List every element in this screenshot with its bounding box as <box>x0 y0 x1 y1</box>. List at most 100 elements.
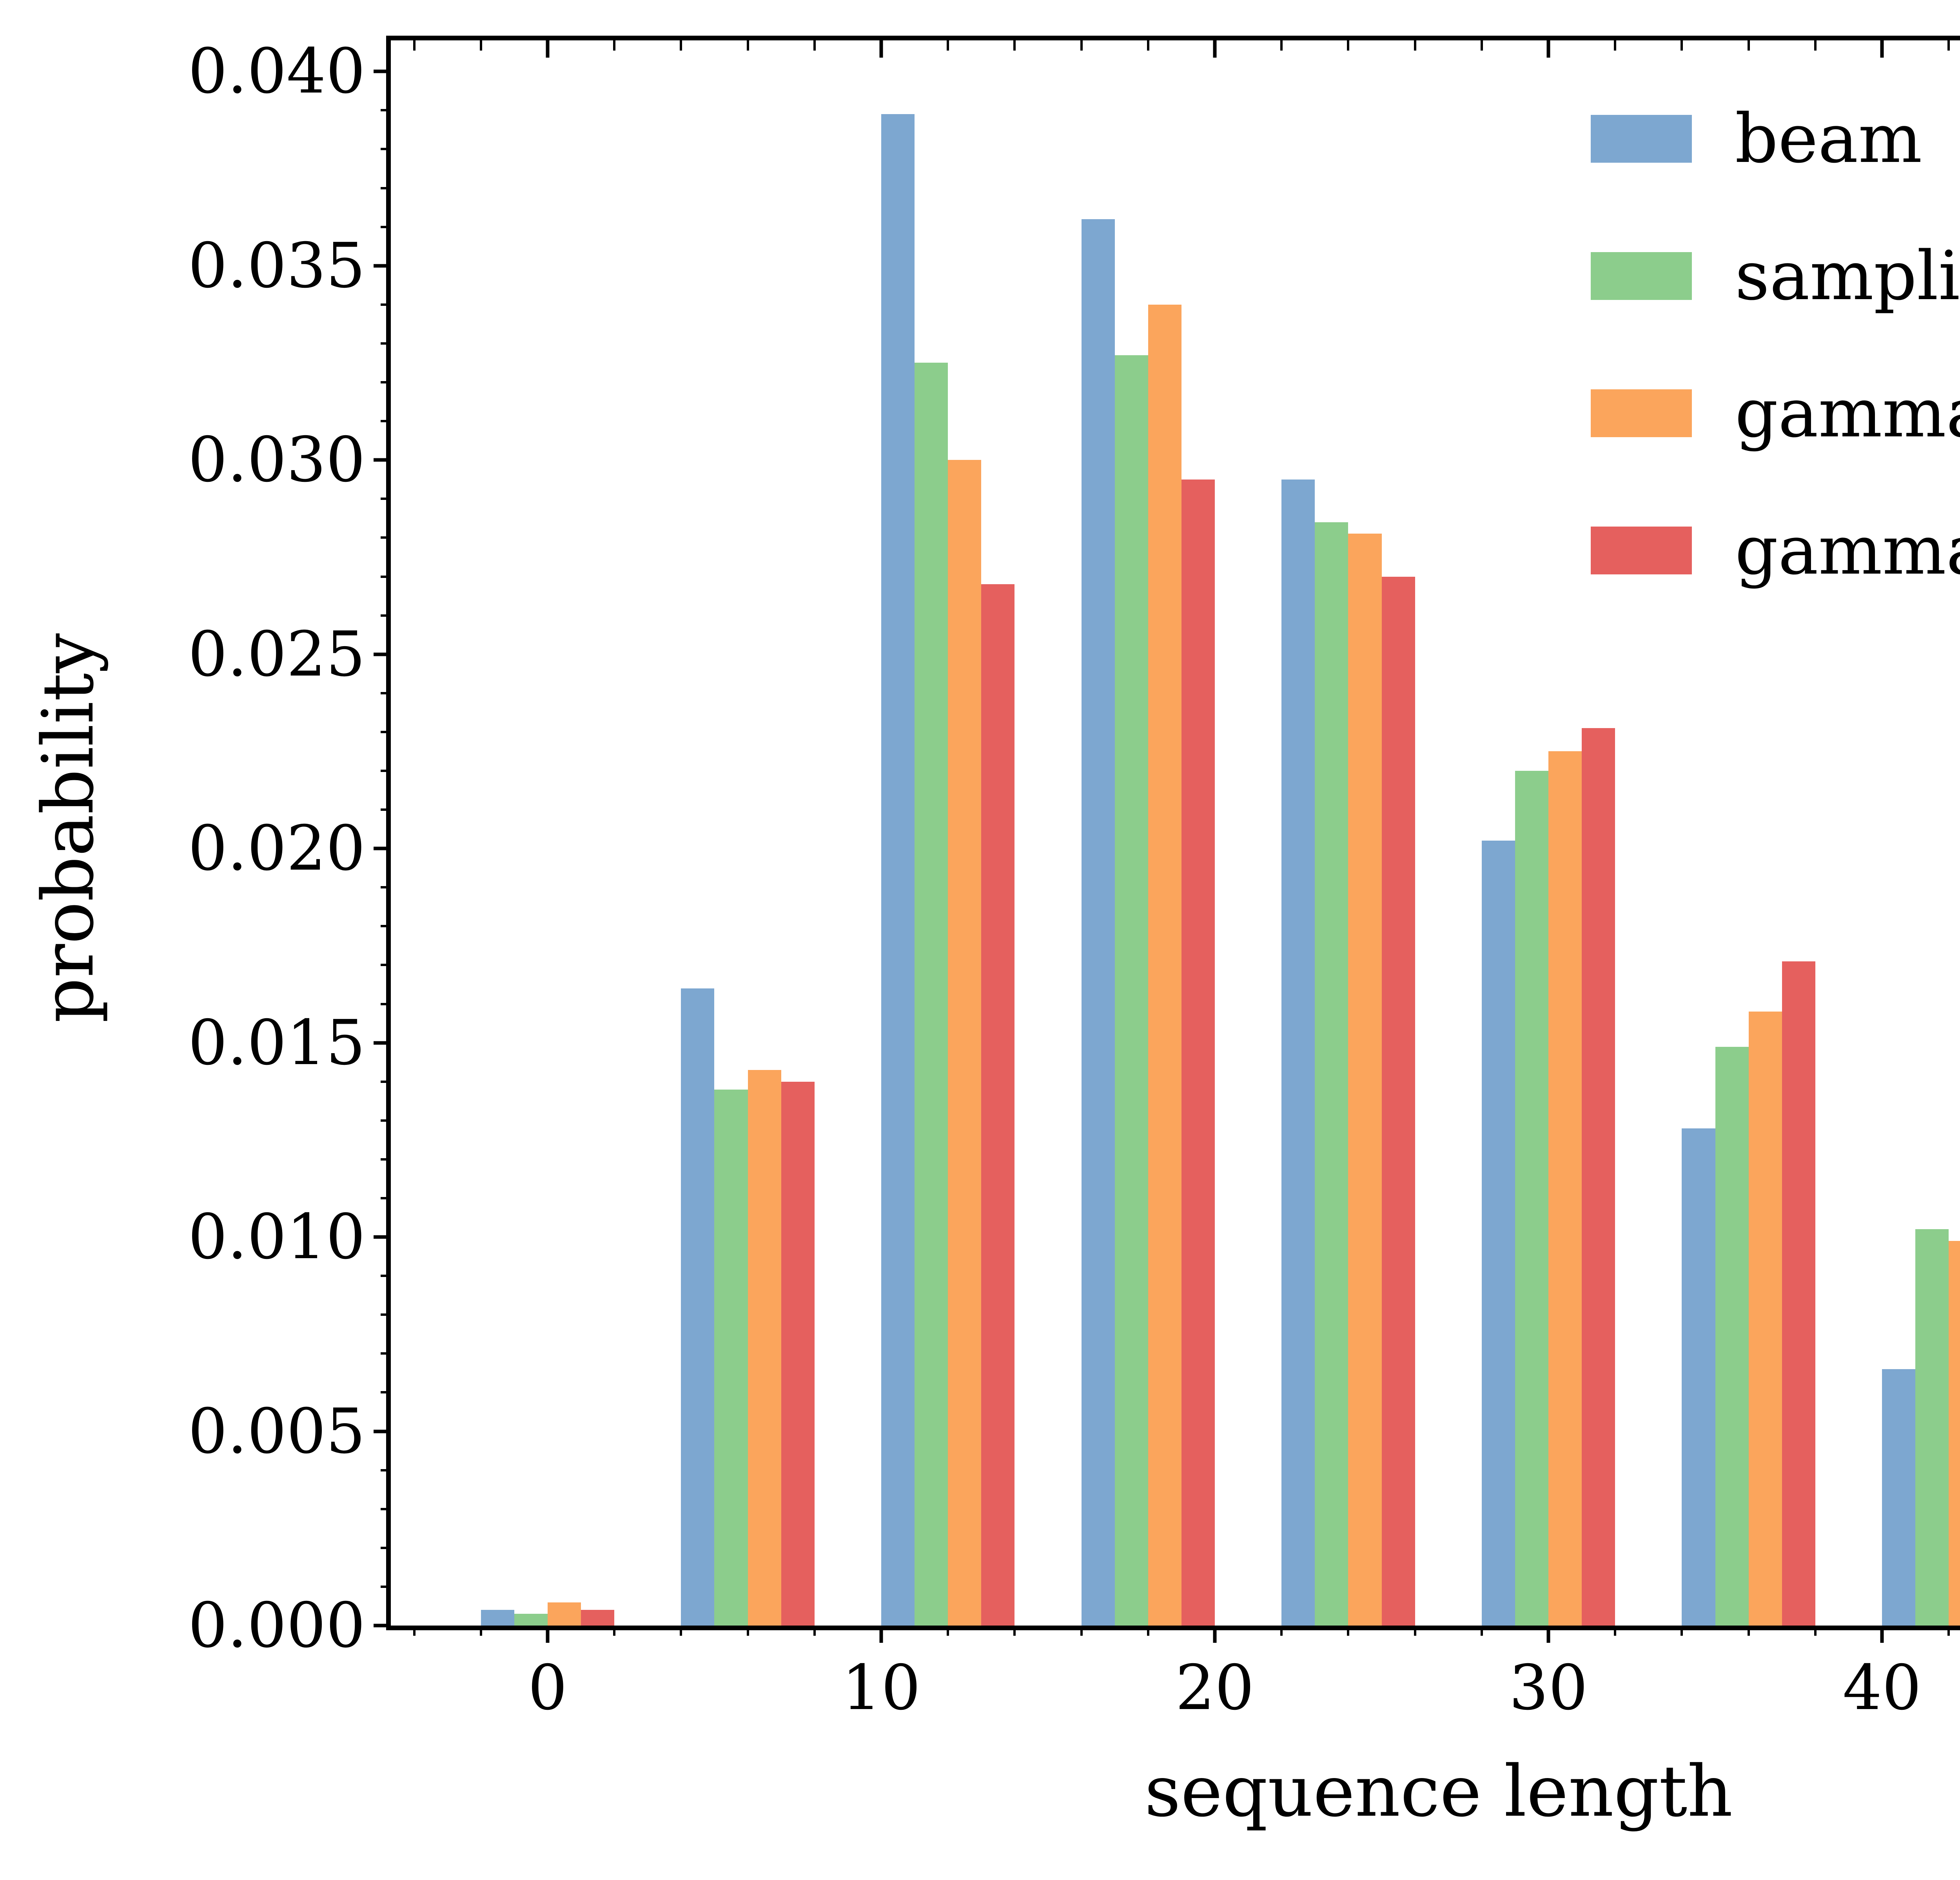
x-minor-tick-top <box>1280 40 1283 51</box>
legend-item-sampling: sampling <box>1590 236 1960 315</box>
y-major-tick <box>374 652 391 656</box>
y-minor-tick <box>381 1508 391 1510</box>
x-minor-tick-top <box>413 40 416 51</box>
x-minor-tick-top <box>479 40 482 51</box>
bar-gamma-selection-4 <box>1348 534 1382 1626</box>
legend-item-gamma-sampling: gamma sampling <box>1590 511 1960 590</box>
y-minor-tick <box>381 381 391 384</box>
legend-item-beam: beam <box>1590 105 1960 173</box>
bar-gamma-sampling-4 <box>1381 576 1415 1626</box>
x-tick-label: 10 <box>842 1652 921 1724</box>
x-minor-tick <box>813 1626 816 1636</box>
x-major-tick <box>879 1626 883 1643</box>
legend-swatch-sampling <box>1590 252 1692 300</box>
legend-item-gamma-selection: gamma selection <box>1590 374 1960 452</box>
bar-gamma-selection-3 <box>1148 304 1181 1626</box>
legend-swatch-gamma-sampling <box>1590 527 1692 574</box>
y-major-tick <box>374 458 391 462</box>
legend-label-gamma-sampling: gamma sampling <box>1735 511 1960 590</box>
y-tick-label: 0.025 <box>188 618 365 690</box>
legend-label-gamma-selection: gamma selection <box>1735 374 1960 452</box>
y-tick-label: 0.000 <box>188 1589 365 1662</box>
x-minor-tick <box>1347 1626 1350 1636</box>
x-minor-tick <box>1280 1626 1283 1636</box>
y-minor-tick <box>381 692 391 694</box>
x-major-tick <box>1880 1626 1884 1643</box>
x-minor-tick <box>1414 1626 1416 1636</box>
x-minor-tick <box>1080 1626 1083 1636</box>
y-minor-tick <box>381 808 391 811</box>
y-minor-tick <box>381 148 391 151</box>
x-minor-tick-top <box>1414 40 1416 51</box>
x-minor-tick-top <box>1614 40 1617 51</box>
bar-gamma-selection-5 <box>1548 751 1582 1626</box>
bar-beam-3 <box>1081 219 1115 1626</box>
y-minor-tick <box>381 303 391 306</box>
x-minor-tick-top <box>1013 40 1016 51</box>
x-minor-tick-top <box>1480 40 1483 51</box>
x-minor-tick <box>413 1626 416 1636</box>
y-major-tick <box>374 1235 391 1239</box>
y-minor-tick <box>381 614 391 617</box>
y-minor-tick <box>381 769 391 772</box>
x-minor-tick <box>1947 1626 1950 1636</box>
y-tick-label: 0.035 <box>188 229 365 302</box>
x-tick-label: 30 <box>1509 1652 1588 1724</box>
x-minor-tick-top <box>1347 40 1350 51</box>
y-minor-tick <box>381 1003 391 1005</box>
y-major-tick <box>374 1041 391 1045</box>
x-minor-tick-top <box>613 40 616 51</box>
x-tick-label: 20 <box>1175 1652 1254 1724</box>
bar-sampling-7 <box>1915 1229 1949 1626</box>
y-minor-tick <box>381 498 391 500</box>
x-minor-tick <box>479 1626 482 1636</box>
plot-area: 010203040500.0000.0050.0100.0150.0200.02… <box>188 36 1960 1719</box>
legend-swatch-beam <box>1590 115 1692 163</box>
x-minor-tick <box>1614 1626 1617 1636</box>
x-minor-tick-top <box>813 40 816 51</box>
y-minor-tick <box>381 1119 391 1122</box>
bar-sampling-2 <box>915 363 948 1626</box>
bar-sampling-6 <box>1715 1046 1749 1626</box>
bar-beam-5 <box>1481 841 1515 1626</box>
legend-label-sampling: sampling <box>1735 236 1960 315</box>
y-minor-tick <box>381 536 391 539</box>
y-minor-tick <box>381 1585 391 1588</box>
x-minor-tick <box>1147 1626 1149 1636</box>
y-minor-tick <box>381 1275 391 1277</box>
y-major-tick <box>374 846 391 850</box>
y-minor-tick <box>381 1469 391 1471</box>
y-minor-tick <box>381 420 391 423</box>
y-minor-tick <box>381 886 391 889</box>
x-major-tick <box>1213 1626 1217 1643</box>
x-major-tick-top <box>879 40 883 58</box>
bar-gamma-selection-0 <box>547 1602 581 1626</box>
y-minor-tick <box>381 1546 391 1549</box>
bar-beam-4 <box>1281 479 1315 1626</box>
y-minor-tick <box>381 109 391 112</box>
x-tick-label: 0 <box>528 1652 568 1724</box>
x-major-tick-top <box>546 40 550 58</box>
bar-gamma-sampling-6 <box>1782 961 1815 1626</box>
bar-gamma-sampling-2 <box>981 584 1015 1626</box>
y-tick-label: 0.040 <box>188 35 365 108</box>
y-minor-tick <box>381 575 391 578</box>
y-minor-tick <box>381 342 391 345</box>
x-major-tick <box>546 1626 550 1643</box>
x-minor-tick <box>1814 1626 1817 1636</box>
x-minor-tick-top <box>1747 40 1750 51</box>
y-minor-tick <box>381 1080 391 1083</box>
x-minor-tick <box>746 1626 749 1636</box>
y-minor-tick <box>381 225 391 228</box>
bar-gamma-selection-6 <box>1748 1012 1782 1626</box>
legend-swatch-gamma-selection <box>1590 389 1692 437</box>
x-major-tick <box>1546 1626 1550 1643</box>
x-minor-tick-top <box>1681 40 1683 51</box>
y-major-tick <box>374 264 391 268</box>
y-tick-label: 0.015 <box>188 1006 365 1079</box>
y-minor-tick <box>381 1197 391 1199</box>
x-minor-tick <box>1747 1626 1750 1636</box>
x-tick-label: 40 <box>1842 1652 1922 1724</box>
bar-gamma-selection-1 <box>748 1070 781 1626</box>
